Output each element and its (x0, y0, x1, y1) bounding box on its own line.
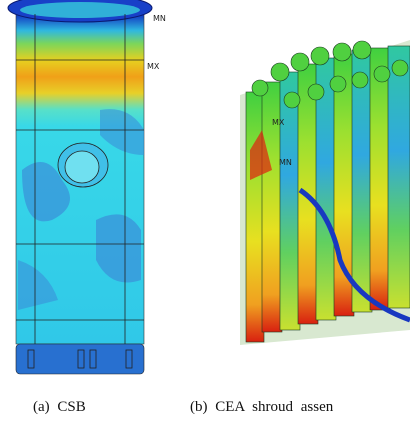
figure: MN MX MX MN (a) CSB (b) CEA shroud assen (0, 0, 410, 422)
caption: (a) CSB (33, 399, 86, 415)
cea-label: MX (272, 118, 285, 127)
caption: (b) CEA shroud assen (190, 399, 334, 415)
figure-page: MN MX MX MN (a) CSB (b) CEA shroud assen (0, 0, 410, 422)
csb-label: MN (153, 14, 166, 23)
cea-label: MN (279, 158, 292, 167)
csb-label: MX (147, 62, 160, 71)
csb-model: MN MX (8, 0, 166, 374)
cea-model: MX MN (240, 40, 410, 345)
